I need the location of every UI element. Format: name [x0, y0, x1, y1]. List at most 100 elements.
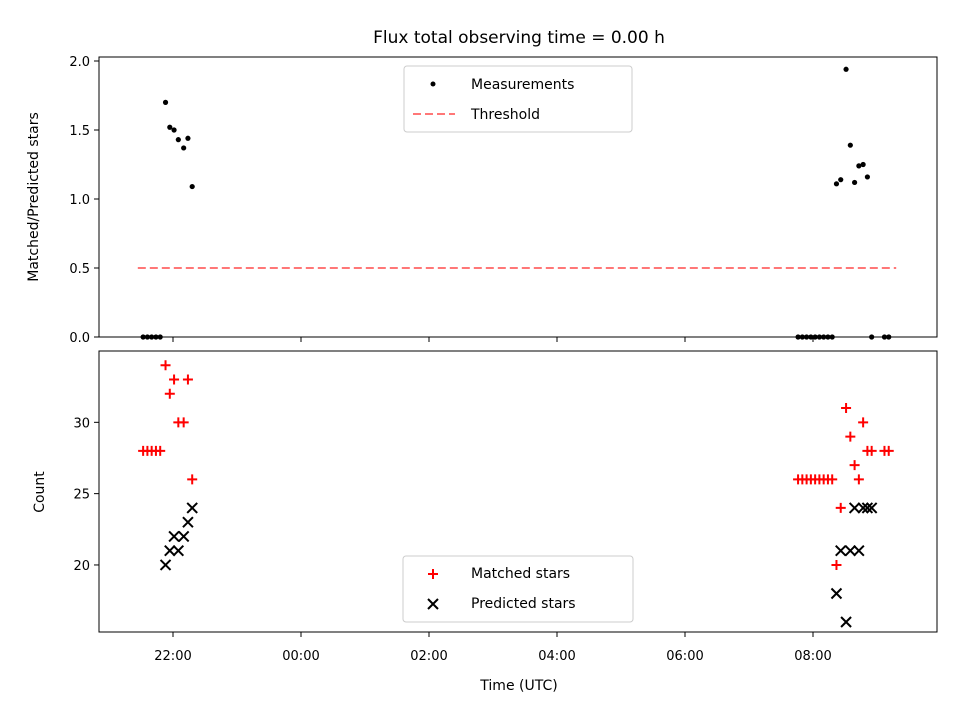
- predicted-stars-point: [840, 616, 852, 628]
- x-tick-label: 22:00: [154, 649, 191, 664]
- y-tick-label: 2.0: [69, 55, 90, 70]
- measurements-point: [167, 124, 173, 130]
- matched-stars-point: [883, 445, 894, 456]
- measurements-point: [795, 334, 801, 340]
- predicted-stars-point: [168, 530, 180, 543]
- measurements-point: [799, 334, 805, 340]
- legend-matched-marker: [428, 569, 438, 579]
- legend-threshold-label: Threshold: [470, 107, 540, 123]
- measurements-point: [825, 334, 831, 340]
- legend-predicted-marker: [427, 598, 439, 610]
- top-y-axis-label: Matched/Predicted stars: [26, 112, 42, 282]
- predicted-stars-point: [861, 502, 874, 514]
- matched-stars-point: [164, 388, 175, 399]
- bottom-x-axis: 22:00 00:00 02:00 04:00 06:00 08:00: [154, 632, 832, 664]
- x-tick-label: 06:00: [666, 649, 703, 664]
- measurements-point: [864, 174, 871, 180]
- matched-stars-point: [182, 374, 193, 385]
- predicted-stars-point: [865, 502, 878, 514]
- measurements-point: [162, 99, 169, 105]
- legend-matched-label: Matched stars: [471, 566, 570, 582]
- bottom-legend-box: [402, 555, 634, 623]
- matched-stars-point: [853, 474, 864, 485]
- matched-stars-point: [849, 460, 860, 471]
- top-legend-box: [403, 65, 633, 133]
- measurements-point: [812, 334, 818, 340]
- top-panel: 0.00.51.01.52.0 Matched/Predicted stars …: [26, 55, 938, 346]
- matched-stars-point: [160, 360, 171, 371]
- top-x-axis: [172, 337, 814, 342]
- predicted-stars-point: [848, 502, 861, 514]
- measurements-point: [852, 179, 858, 186]
- measurements-point: [808, 334, 814, 340]
- measurements-point: [838, 177, 844, 183]
- matched-stars-point: [866, 445, 877, 456]
- y-tick-label: 0.0: [69, 331, 90, 346]
- measurements-point: [153, 334, 159, 340]
- bottom-y-axis-label: Count: [32, 471, 48, 513]
- matched-stars-point: [187, 474, 198, 485]
- measurements-point: [144, 334, 150, 340]
- bottom-series: [138, 360, 894, 628]
- measurements-point: [185, 135, 191, 141]
- x-tick-label: 04:00: [538, 649, 575, 664]
- matched-stars-point: [155, 445, 166, 456]
- predicted-stars-point: [177, 530, 190, 543]
- measurements-point: [189, 183, 195, 190]
- legend-plus-glyph: [428, 569, 438, 579]
- y-tick-label: 1.5: [69, 124, 90, 139]
- predicted-stars-point: [159, 559, 172, 571]
- measurements-point: [140, 334, 146, 340]
- top-y-axis: 0.0 0.5 1.0 1.5 2.0: [69, 55, 99, 346]
- x-axis-label: Time (UTC): [479, 678, 557, 694]
- x-tick-label: 00:00: [282, 649, 319, 664]
- top-series: [137, 66, 897, 340]
- matched-stars-point: [845, 431, 856, 442]
- matched-stars-point: [858, 417, 869, 428]
- measurements-point: [181, 145, 187, 151]
- bottom-y-axis: 20 25 30: [73, 416, 99, 574]
- measurements-point: [869, 334, 875, 340]
- predicted-stars-point: [830, 587, 843, 600]
- legend-x-glyph: [427, 598, 439, 610]
- predicted-stars-point: [853, 544, 865, 557]
- matched-stars-point: [827, 474, 838, 485]
- y-tick-label: 20: [73, 559, 90, 574]
- measurements-point: [821, 334, 827, 340]
- bottom-panel: 20 25 30 22:00 00:00 02:00 04:00 06:00 08:00 Co…: [32, 350, 938, 694]
- legend-predicted-label: Predicted stars: [471, 596, 576, 612]
- top-legend: Measurements Threshold: [403, 65, 633, 133]
- measurements-point: [881, 334, 888, 340]
- measurements-point: [804, 334, 810, 340]
- measurements-point: [833, 181, 840, 187]
- legend-measurements-label: Measurements: [471, 77, 574, 93]
- y-tick-label: 30: [73, 416, 90, 431]
- matched-stars-point: [169, 374, 180, 385]
- measurements-point: [175, 137, 181, 143]
- predicted-stars-point: [835, 544, 847, 557]
- measurements-point: [149, 334, 155, 340]
- top-plot-area: [98, 56, 938, 338]
- measurements-point: [847, 142, 853, 148]
- predicted-stars-point: [844, 544, 857, 557]
- chart-title: Flux total observing time = 0.00 h: [373, 28, 665, 48]
- x-tick-label: 08:00: [794, 649, 831, 664]
- measurements-point: [843, 66, 849, 72]
- measurements-point: [171, 127, 177, 133]
- measurements-point: [816, 334, 823, 340]
- measurements-point: [886, 334, 892, 340]
- y-tick-label: 1.0: [69, 193, 90, 208]
- measurements-point: [829, 334, 835, 340]
- matched-stars-point: [178, 417, 189, 428]
- bottom-legend: Matched stars Predicted stars: [402, 555, 634, 623]
- bottom-plot-area: [98, 350, 938, 633]
- predicted-stars-point: [857, 502, 869, 514]
- measurements-point: [860, 161, 866, 168]
- matched-stars-point: [835, 502, 846, 513]
- predicted-stars-point: [172, 544, 185, 557]
- matched-stars-point: [841, 403, 852, 414]
- measurements-point: [157, 334, 163, 340]
- legend-measurements-marker: [430, 81, 436, 87]
- predicted-stars-point: [186, 502, 198, 514]
